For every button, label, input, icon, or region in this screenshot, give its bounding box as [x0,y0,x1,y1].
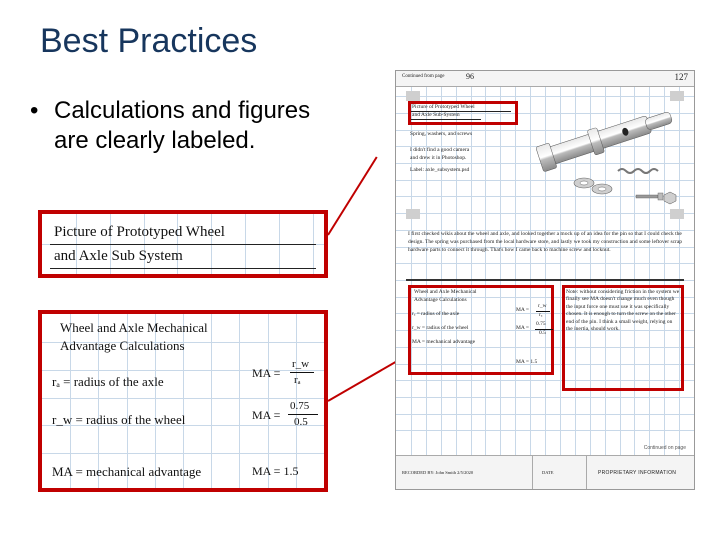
bullet-block: • Calculations and figures are clearly l… [30,96,330,156]
eq1-num: r_w [292,358,309,370]
nb-continued: Continued on page [644,445,686,451]
eq2-den: 0.5 [294,416,308,428]
bullet-dot: • [30,96,54,156]
nb-region-title-1: Picture of Prototyped Wheel [412,104,475,111]
nb-hrule [406,279,684,281]
callout1-line2: and Axle Sub System [54,248,183,265]
nb-calc-ra: rₐ = radius of the axle [412,311,459,318]
nb-footer-mid: DATE [542,470,554,476]
nb-paragraph: I first checked wikis about the wheel an… [408,231,684,255]
callout-calculations: Wheel and Axle Mechanical Advantage Calc… [38,310,328,492]
slide-title: Best Practices [40,22,257,61]
nb-calc-t1: Wheel and Axle Mechanical [414,289,476,296]
nb-header-left-label: Continued from page [402,74,445,80]
eq1-den: rₐ [294,374,301,386]
calc-ma-label: MA = mechanical advantage [52,464,201,480]
nb-title-underline-2 [411,119,481,120]
corner-mark [406,91,420,101]
nb-header-right-val: 127 [675,72,689,83]
nb-calc-t2: Advantage Calculations [414,297,467,304]
nb-footer-right: PROPRIETARY INFORMATION [598,470,676,476]
nb-body-l1: I didn't find a good camera [410,147,469,154]
nb-body-l2: and drew it in Photoshop. [410,155,466,162]
nb-calc-ma: MA = mechanical advantage [412,339,475,346]
eq3: MA = 1.5 [252,464,298,479]
eq2-bar [288,414,318,415]
nb-calc-eqnum: r_w [538,303,547,310]
nb-region-title-2: and Axle Sub-System [412,112,460,119]
nb-body-l3: Label: axle_subsystem.psd [410,167,469,174]
corner-mark [406,209,420,219]
mechanical-part-figure [526,97,686,215]
bullet-text: Calculations and figures are clearly lab… [54,96,330,156]
bullet-item: • Calculations and figures are clearly l… [30,96,330,156]
eq2-lhs: MA = [252,408,280,423]
nb-caption: Spring, washers, and screws [410,131,520,138]
connector-line-1 [327,156,377,235]
nb-calc-res: MA = 1.5 [516,359,537,366]
calc-ra: rₐ = radius of the axle [52,374,164,390]
eq1-lhs: MA = [252,366,280,381]
nb-calc-eqden: rₐ [539,312,542,319]
callout1-line1: Picture of Prototyped Wheel [54,224,225,241]
callout-picture-label: Picture of Prototyped Wheel and Axle Sub… [38,210,328,278]
notebook-header: Continued from page 96 127 [396,71,694,87]
calc-title-1: Wheel and Axle Mechanical [60,320,208,336]
eq2-num: 0.75 [290,400,309,412]
nb-calc-vden: 0.5 [539,330,546,337]
nb-calc-vnum: 0.75 [536,321,546,328]
notebook-footer: RECORDED BY: John Smith 2/5/2020 DATE PR… [396,455,694,489]
nb-calc-rw: r_w = radius of the wheel [412,325,468,332]
eq1-bar [290,372,314,373]
nb-title-underline-1 [411,111,511,112]
calc-rw: r_w = radius of the wheel [52,412,185,428]
nb-footer-left: RECORDED BY: John Smith 2/5/2020 [402,470,473,476]
notebook-page: Continued from page 96 127 Picture of Pr… [395,70,695,490]
nb-side-note: Note: without considering friction in th… [566,289,680,334]
calc-title-2: Advantage Calculations [60,338,185,354]
slide: Best Practices • Calculations and figure… [0,0,720,540]
nb-header-left-val: 96 [466,72,474,82]
